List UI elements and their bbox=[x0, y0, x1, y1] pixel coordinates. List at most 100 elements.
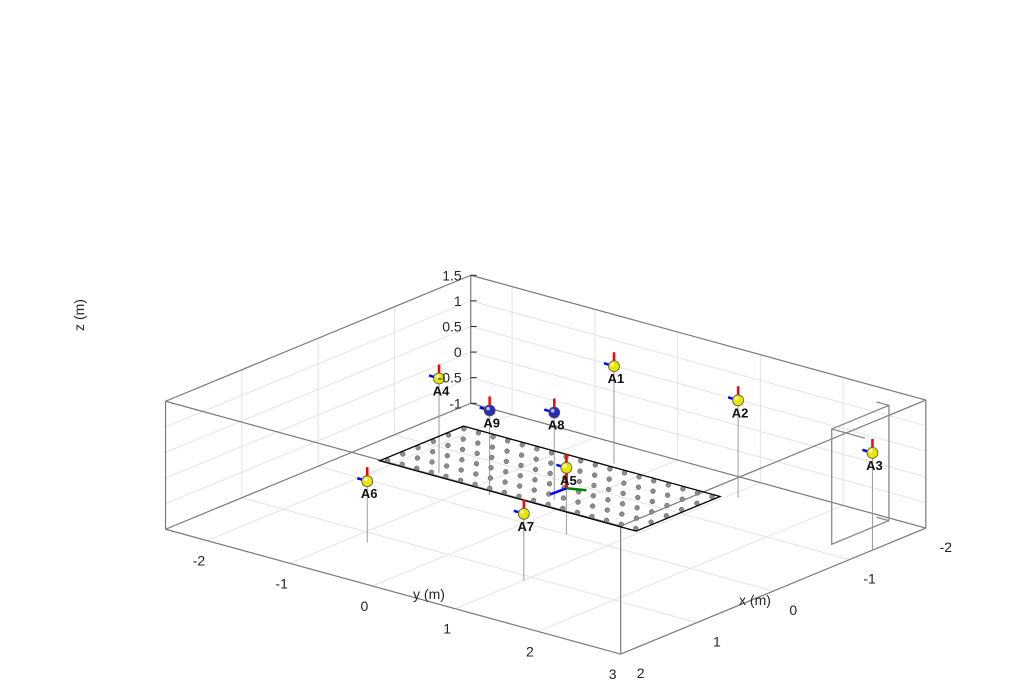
x-tick-label: 1 bbox=[713, 634, 721, 650]
grid-point bbox=[650, 488, 656, 494]
wall-outline bbox=[831, 404, 890, 546]
grid-point bbox=[517, 473, 523, 479]
grid-lines bbox=[165, 274, 927, 655]
grid-line bbox=[394, 434, 850, 561]
y-tick-label: -1 bbox=[275, 575, 288, 591]
grid-point bbox=[635, 484, 642, 490]
grid-line bbox=[317, 465, 774, 592]
grid-point bbox=[488, 465, 494, 471]
grid-point bbox=[503, 469, 509, 475]
anchor-marker-highlight bbox=[435, 374, 440, 379]
axes-box-edge bbox=[620, 399, 927, 527]
grid-point bbox=[445, 442, 451, 449]
frame-x-axis bbox=[549, 487, 567, 496]
anchor-marker bbox=[361, 475, 374, 488]
grid-point bbox=[605, 486, 612, 493]
wall-outline bbox=[831, 428, 865, 439]
grid-point bbox=[619, 511, 625, 517]
anchors: A1 A2 A3 A4 A5 A6 A7 A8 A9 bbox=[356, 352, 883, 534]
grid-point bbox=[473, 471, 479, 477]
grid-point bbox=[458, 467, 464, 473]
y-tick-label: 1 bbox=[443, 621, 451, 637]
y-tick-label: 3 bbox=[609, 666, 617, 682]
grid-line bbox=[289, 436, 596, 564]
grid-line bbox=[165, 300, 471, 428]
grid-point bbox=[518, 452, 525, 458]
tick-labels: -1 -0.5 0 0.5 1 1.5 -2 -1 0 1 2 3 -2 -1 0 1 2 bbox=[193, 267, 953, 682]
anchor-label: A6 bbox=[361, 486, 378, 501]
axes-box-edge bbox=[620, 527, 927, 655]
z-tick-label: 1.5 bbox=[442, 267, 462, 283]
anchor-marker bbox=[866, 446, 879, 459]
axes-box-edge bbox=[470, 274, 927, 401]
grid-point bbox=[459, 446, 466, 453]
axes-box-edge bbox=[165, 402, 471, 530]
anchor-label: A8 bbox=[548, 418, 565, 433]
z-tick-label: -1 bbox=[449, 395, 462, 411]
y-axis-label: y (m) bbox=[413, 586, 445, 602]
grid-point bbox=[619, 501, 626, 507]
wall-outline bbox=[876, 401, 890, 522]
axes-box-edge bbox=[470, 402, 927, 529]
grid-point bbox=[547, 470, 553, 477]
tag-region-rectangle bbox=[377, 425, 723, 532]
grid-point bbox=[502, 479, 508, 485]
grid-point bbox=[591, 482, 597, 489]
anchor-a1: A1 bbox=[603, 352, 625, 386]
grid-point bbox=[605, 497, 611, 503]
grid-point bbox=[591, 472, 598, 478]
anchor-marker bbox=[608, 360, 620, 373]
grid-point bbox=[604, 507, 610, 513]
grid-point bbox=[487, 475, 494, 481]
grid-line bbox=[470, 351, 926, 478]
grid-point bbox=[577, 468, 583, 474]
grid-point bbox=[474, 450, 480, 457]
z-tick-label: 1 bbox=[454, 293, 462, 309]
anchor-marker bbox=[483, 404, 496, 417]
axes-box-edge bbox=[165, 528, 621, 655]
grid-point bbox=[589, 503, 596, 509]
grid-line bbox=[241, 497, 698, 624]
grid-point bbox=[664, 502, 670, 509]
grid-point bbox=[635, 494, 641, 501]
anchor-a2: A2 bbox=[727, 386, 748, 420]
z-tick-label: 0 bbox=[454, 344, 462, 360]
anchor-a5: A5 bbox=[556, 453, 577, 488]
anchor-marker bbox=[560, 461, 573, 474]
grid-point bbox=[649, 509, 655, 515]
grid-line bbox=[537, 504, 844, 632]
grid-point bbox=[532, 477, 538, 483]
anchor-marker-highlight bbox=[520, 510, 525, 514]
grid-point bbox=[443, 463, 450, 469]
anchor-marker-highlight bbox=[363, 477, 368, 482]
y-tick-label: 0 bbox=[361, 598, 369, 614]
grid-point bbox=[575, 499, 581, 505]
grid-line bbox=[470, 300, 926, 427]
anchor-label: A1 bbox=[608, 371, 625, 386]
anchor-marker-highlight bbox=[734, 396, 739, 401]
grid-line bbox=[372, 459, 678, 587]
anchor-label: A3 bbox=[866, 458, 883, 473]
anchor-label: A9 bbox=[483, 415, 500, 430]
grid-point bbox=[634, 505, 640, 511]
grid-line bbox=[165, 325, 471, 453]
grid-line bbox=[165, 351, 471, 479]
anchor-marker-highlight bbox=[610, 362, 615, 367]
anchor-a6: A6 bbox=[356, 467, 378, 501]
grid-point bbox=[503, 458, 509, 465]
x-tick-label: -1 bbox=[863, 571, 876, 587]
anchor-a4: A4 bbox=[428, 364, 450, 398]
axes-box-edge bbox=[165, 400, 621, 527]
grid-point bbox=[533, 456, 539, 462]
anchor-a7: A7 bbox=[513, 499, 534, 534]
grid-point bbox=[560, 495, 567, 501]
grid-point bbox=[679, 496, 685, 502]
grid-point bbox=[473, 461, 480, 467]
x-tick-label: 2 bbox=[637, 665, 645, 681]
grid-point bbox=[531, 487, 537, 493]
anchor-label: A5 bbox=[560, 473, 577, 488]
grid-point bbox=[649, 498, 656, 505]
z-axis-label: z (m) bbox=[71, 299, 87, 331]
grid-line bbox=[470, 325, 926, 452]
anchor-marker-highlight bbox=[563, 464, 567, 468]
